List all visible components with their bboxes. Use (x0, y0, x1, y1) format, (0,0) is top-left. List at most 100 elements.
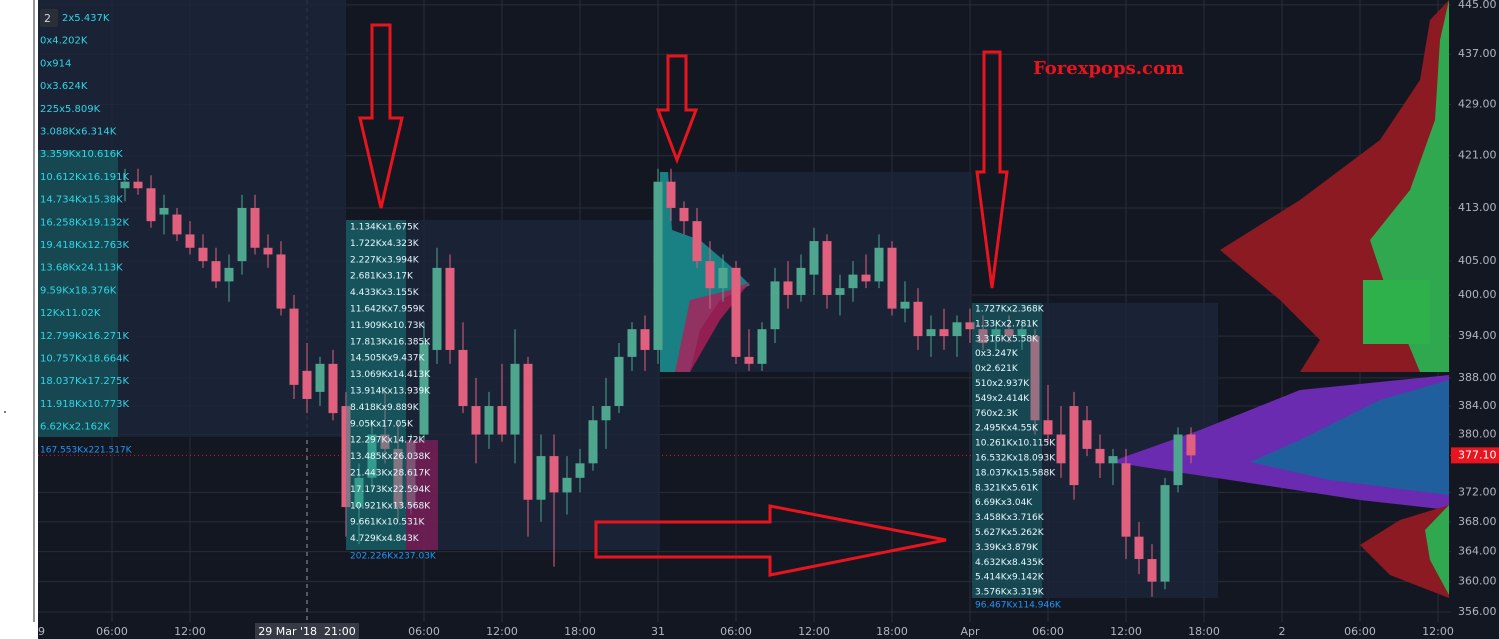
y-tick-label: 445.00 (1458, 0, 1497, 11)
axes: 445.00 437.00 429.00 421.00 413.00 405.00 400.… (38, 0, 1499, 639)
x-tick-label: 06:00 (1344, 625, 1376, 638)
profile-row-label: 17.813Kx16.385K (350, 337, 431, 347)
candle-body (614, 356, 624, 407)
candle-body (354, 477, 364, 508)
candle-body (133, 181, 143, 189)
watermark: Forexpops.com (1033, 58, 1184, 79)
y-tick-label: 384.00 (1458, 399, 1497, 412)
candle-body (796, 267, 806, 295)
candle-body (1095, 448, 1105, 464)
profile-row-label: 3.359Kx10.616K (40, 149, 123, 160)
x-tick-label: Apr (960, 625, 980, 638)
candle-body (991, 329, 1001, 337)
candle-body (315, 363, 325, 392)
profile-row-label: 12.799Kx16.271K (40, 331, 129, 342)
x-tick-label: 12:00 (1422, 625, 1454, 638)
candle-body (432, 267, 442, 350)
profile-total-label: 202.226Kx237.03K (350, 552, 437, 562)
y-tick-label: 368.00 (1458, 515, 1497, 528)
profile-row-label: 1.134Kx1.675K (350, 223, 420, 233)
candle-body (978, 329, 988, 344)
profile-row-label: 16.532Kx18.093K (975, 454, 1056, 464)
y-tick-label: 421.00 (1458, 149, 1497, 162)
candle-body (913, 301, 923, 337)
legend-toggle-box[interactable] (40, 9, 58, 27)
profile-row-label: 3.316Kx5.58K (975, 334, 1039, 344)
candle-body (666, 181, 676, 208)
candle-body (965, 322, 975, 330)
candle-body (692, 221, 702, 262)
profile-row-label: 10.757Kx18.664K (40, 354, 129, 365)
candle-body (1082, 420, 1092, 449)
last-price-box (1451, 447, 1499, 464)
profile-row-label: 17.173Kx22.594K (350, 485, 431, 495)
profile-row-label: 3.39Kx3.879K (975, 543, 1039, 553)
crosshair-label-box (255, 623, 359, 639)
profile-row-label: 0x4.202K (40, 36, 88, 47)
candle-body (887, 247, 897, 309)
volume-profile-shape (1250, 380, 1449, 495)
profile-row-label: 6.69Kx3.04K (975, 498, 1033, 508)
candle-body (939, 329, 949, 337)
profile-strip (406, 440, 438, 550)
profile-row-label: 4.632Kx8.435K (975, 558, 1045, 568)
x-tick-label: 9 (38, 625, 45, 638)
candle-body (263, 247, 273, 255)
candle-body (250, 207, 260, 248)
profile-row-label: 3.576Kx3.319K (975, 588, 1045, 598)
last-price-label: 377.10 (1458, 448, 1497, 461)
profile-row-label: 5.627Kx5.262K (975, 528, 1045, 538)
candle-body (510, 363, 520, 435)
candle-body (1004, 329, 1014, 337)
candle-body (211, 261, 221, 282)
legend-toggle[interactable]: 2 (44, 12, 51, 25)
volume-profile-shape (1425, 505, 1449, 595)
y-tick-label: 356.00 (1458, 605, 1497, 618)
profile-row-label: 13.485Kx26.038K (350, 452, 431, 462)
profile-row-label: 11.642Kx7.959K (350, 305, 425, 315)
candle-body (1108, 456, 1118, 464)
candle-body (185, 234, 195, 248)
x-tick-label: 18:00 (876, 625, 908, 638)
profile-row-label: 2.227Kx3.994K (350, 255, 420, 265)
candle-body (705, 261, 715, 289)
profile-row-label: 1.722Kx4.323K (350, 239, 420, 249)
candle-body (627, 329, 637, 357)
profile-row-label: 21.443Kx28.617K (350, 469, 431, 479)
profile-row-label: 18.037Kx15.588K (975, 468, 1056, 478)
profile-strip (972, 303, 1042, 598)
candle-body (198, 247, 208, 262)
y-tick-label: 413.00 (1458, 201, 1497, 214)
candle-body (172, 214, 182, 235)
candle-body (601, 406, 611, 421)
profile-row-label: 3.088Kx6.314K (40, 127, 117, 138)
candle-body (575, 463, 585, 478)
profile-row-label: 2x5.437K (62, 13, 110, 24)
price-axis (1451, 0, 1499, 639)
candle-body (1017, 329, 1027, 337)
candle-body (926, 329, 936, 337)
profile-row-label: 11.909Kx10.73K (350, 321, 425, 331)
candle-body (419, 343, 429, 435)
candle-body (471, 406, 481, 435)
candle-body (783, 281, 793, 295)
profile-total-label: 96.467Kx114.946K (975, 601, 1062, 611)
profile-row-label: 11.918Kx10.773K (40, 399, 129, 410)
profile-row-label: 16.258Kx19.132K (40, 217, 129, 228)
profile-row-label: 1.727Kx2.368K (975, 305, 1045, 315)
x-tick-label: 31 (651, 625, 665, 638)
profile-row-label: 10.612Kx16.191K (40, 172, 129, 183)
candle-body (1173, 434, 1183, 486)
profile-row-label: 0x2.621K (975, 364, 1019, 374)
candle-body (276, 254, 286, 309)
crosshair-label: 29 Mar '18 21:00 (258, 625, 355, 638)
profile-row-label: 510x2.937K (975, 379, 1030, 389)
candle-body (146, 188, 156, 222)
y-tick-label: 380.00 (1458, 428, 1497, 441)
x-tick-label: 18:00 (1188, 625, 1220, 638)
candle-body (1069, 406, 1079, 486)
y-tick-label: 388.00 (1458, 371, 1497, 384)
candle-body (1186, 434, 1196, 456)
y-tick-label: 400.00 (1458, 288, 1497, 301)
profile-row-label: 12.297Kx14.72K (350, 436, 425, 446)
